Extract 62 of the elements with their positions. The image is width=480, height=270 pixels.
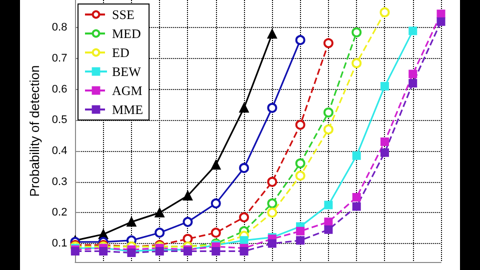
point xyxy=(352,27,362,38)
y-tick-label: 0.5 xyxy=(52,114,68,126)
point xyxy=(323,108,334,118)
point xyxy=(352,193,361,202)
point xyxy=(239,162,250,173)
point xyxy=(323,124,334,134)
point xyxy=(182,216,193,227)
point xyxy=(380,82,389,91)
point xyxy=(210,228,221,238)
point xyxy=(296,226,305,236)
point xyxy=(267,102,278,113)
y-tick-label: 0.7 xyxy=(52,52,68,65)
legend-label: ED xyxy=(112,45,130,60)
legend-label: AGM xyxy=(112,83,143,98)
point xyxy=(408,26,418,36)
point xyxy=(380,148,389,157)
point xyxy=(324,218,333,226)
point xyxy=(154,208,164,218)
point xyxy=(324,200,333,210)
y-tick-label: 0.8 xyxy=(52,22,68,34)
point xyxy=(267,208,278,218)
y-tick-label: 0.6 xyxy=(52,83,68,96)
point xyxy=(408,70,418,78)
point xyxy=(380,7,390,18)
point xyxy=(323,38,334,48)
legend-label: SSE xyxy=(112,7,134,22)
y-tick-label: 0.2 xyxy=(52,206,68,219)
point xyxy=(436,10,446,18)
point xyxy=(240,236,248,245)
point xyxy=(352,58,362,68)
point xyxy=(324,225,333,234)
point xyxy=(295,35,306,46)
point xyxy=(436,17,446,26)
point xyxy=(352,151,361,160)
y-axis-title: Probability of detection xyxy=(27,65,42,197)
point xyxy=(126,217,136,227)
point xyxy=(99,246,108,256)
point xyxy=(352,202,361,211)
point xyxy=(267,176,278,187)
point xyxy=(210,198,221,208)
legend-label: MME xyxy=(112,102,144,117)
y-tick-label: 0.3 xyxy=(52,176,68,188)
point xyxy=(267,29,277,39)
point xyxy=(267,198,278,208)
point xyxy=(239,103,249,113)
point xyxy=(212,246,220,256)
point xyxy=(295,120,306,130)
legend-label: MED xyxy=(112,26,141,41)
point xyxy=(295,170,306,181)
y-tick-label: 0.1 xyxy=(52,238,68,250)
point xyxy=(296,236,305,245)
point xyxy=(154,228,165,238)
y-tick-label: 0.4 xyxy=(52,145,68,158)
point xyxy=(268,239,276,248)
point xyxy=(239,212,250,222)
point xyxy=(295,158,306,168)
point xyxy=(211,160,221,170)
point xyxy=(183,190,192,200)
point xyxy=(408,78,418,88)
point xyxy=(380,138,389,146)
legend-label: BEW xyxy=(112,64,142,79)
point xyxy=(240,246,248,256)
